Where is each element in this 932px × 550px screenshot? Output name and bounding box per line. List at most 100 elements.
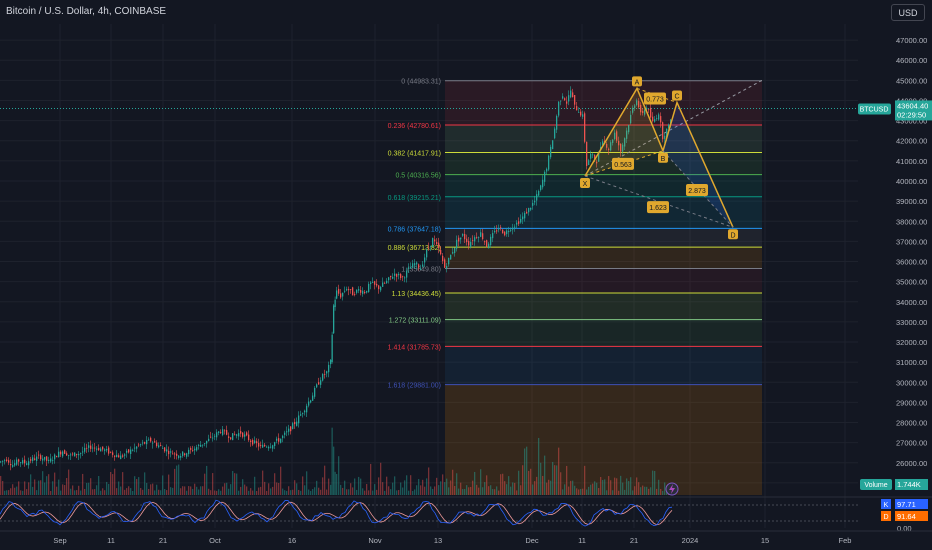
ratio-line-bd	[662, 150, 734, 228]
candle-body	[182, 451, 184, 456]
candle-body	[142, 442, 144, 444]
candle-body	[136, 446, 138, 449]
candle-body	[334, 299, 336, 308]
candle-body	[446, 266, 448, 269]
volume-bar	[342, 487, 344, 495]
candle-body	[610, 142, 612, 151]
candle-body	[492, 233, 494, 239]
price-tick: 41000.00	[896, 157, 927, 166]
candle-body	[594, 154, 596, 160]
candle-body	[398, 273, 400, 276]
candle-body	[662, 122, 664, 140]
candle-body	[198, 444, 200, 446]
volume-bar	[102, 488, 104, 495]
candle-body	[14, 463, 16, 466]
volume-bar	[652, 470, 654, 495]
volume-bar	[94, 489, 96, 495]
candle-body	[290, 426, 292, 432]
candle-body	[428, 247, 430, 249]
volume-bar	[258, 487, 260, 495]
candle-body	[420, 268, 422, 270]
volume-bar	[614, 477, 616, 495]
volume-bar	[288, 486, 290, 495]
lightning-glyph	[669, 484, 675, 494]
candle-body	[134, 447, 136, 449]
time-tick: 11	[107, 536, 115, 545]
volume-bar	[444, 482, 446, 495]
volume-bar	[442, 474, 444, 495]
candle-body	[524, 212, 526, 219]
volume-bar	[642, 485, 644, 495]
volume-bar	[270, 488, 272, 495]
volume-bar	[58, 479, 60, 495]
candle-body	[548, 155, 550, 170]
volume-bar	[130, 488, 132, 495]
candle-body	[232, 433, 234, 441]
volume-bar	[638, 482, 640, 495]
candle-body	[258, 442, 260, 447]
candle-body	[28, 461, 30, 466]
candle-body	[372, 282, 374, 283]
volume-bar	[612, 490, 614, 495]
candle-body	[620, 143, 622, 152]
price-tick: 29000.00	[896, 398, 927, 407]
candle-body	[164, 447, 166, 452]
volume-bar	[20, 490, 22, 495]
candle-body	[208, 438, 210, 442]
volume-bar	[454, 485, 456, 495]
volume-bar	[630, 477, 632, 495]
candle-body	[386, 280, 388, 284]
volume-bar	[366, 483, 368, 495]
candle-body	[350, 289, 352, 290]
stoch-k-value-badge	[895, 499, 928, 509]
candle-body	[152, 442, 154, 444]
volume-bar	[32, 486, 34, 495]
volume-value: 1.744K	[897, 480, 921, 489]
candle-body	[482, 233, 484, 240]
candle-body	[126, 450, 128, 453]
candle-body	[154, 441, 156, 443]
candle-body	[216, 432, 218, 438]
countdown-value: 02:29:50	[897, 110, 926, 119]
time-tick: Sep	[53, 536, 66, 545]
candle-body	[34, 458, 36, 460]
fib-zone	[445, 152, 762, 175]
candle-body	[190, 448, 192, 450]
volume-bar	[472, 480, 474, 495]
volume-bar	[424, 486, 426, 495]
candle-body	[534, 200, 536, 203]
candle-body	[572, 92, 574, 98]
candle-body	[64, 450, 66, 454]
candle-body	[0, 461, 2, 463]
volume-bar	[402, 487, 404, 495]
candle-body	[292, 423, 294, 430]
candle-body	[90, 445, 92, 449]
volume-bar	[590, 484, 592, 495]
candle-body	[346, 288, 348, 291]
stoch-d-line	[0, 501, 673, 526]
volume-bar	[324, 465, 326, 495]
currency-button[interactable]: USD	[891, 4, 925, 21]
candle-body	[30, 459, 32, 461]
candle-body	[582, 114, 584, 117]
volume-bar	[352, 487, 354, 495]
volume-label: Volume	[864, 482, 887, 489]
volume-bar	[68, 469, 70, 495]
volume-bar	[104, 490, 106, 495]
volume-bar	[170, 487, 172, 495]
price-tick: 36000.00	[896, 258, 927, 267]
candle-body	[634, 105, 636, 109]
candle-body	[424, 257, 426, 263]
volume-bar	[206, 465, 208, 495]
candle-body	[26, 463, 28, 465]
candle-body	[436, 241, 438, 245]
volume-bar	[138, 477, 140, 495]
candle-body	[2, 460, 4, 462]
volume-bar	[34, 479, 36, 495]
volume-bar	[302, 476, 304, 495]
chart-title: Bitcoin / U.S. Dollar, 4h, COINBASE	[6, 6, 167, 17]
volume-bar	[588, 486, 590, 495]
candle-body	[624, 138, 626, 147]
volume-bar	[252, 490, 254, 495]
